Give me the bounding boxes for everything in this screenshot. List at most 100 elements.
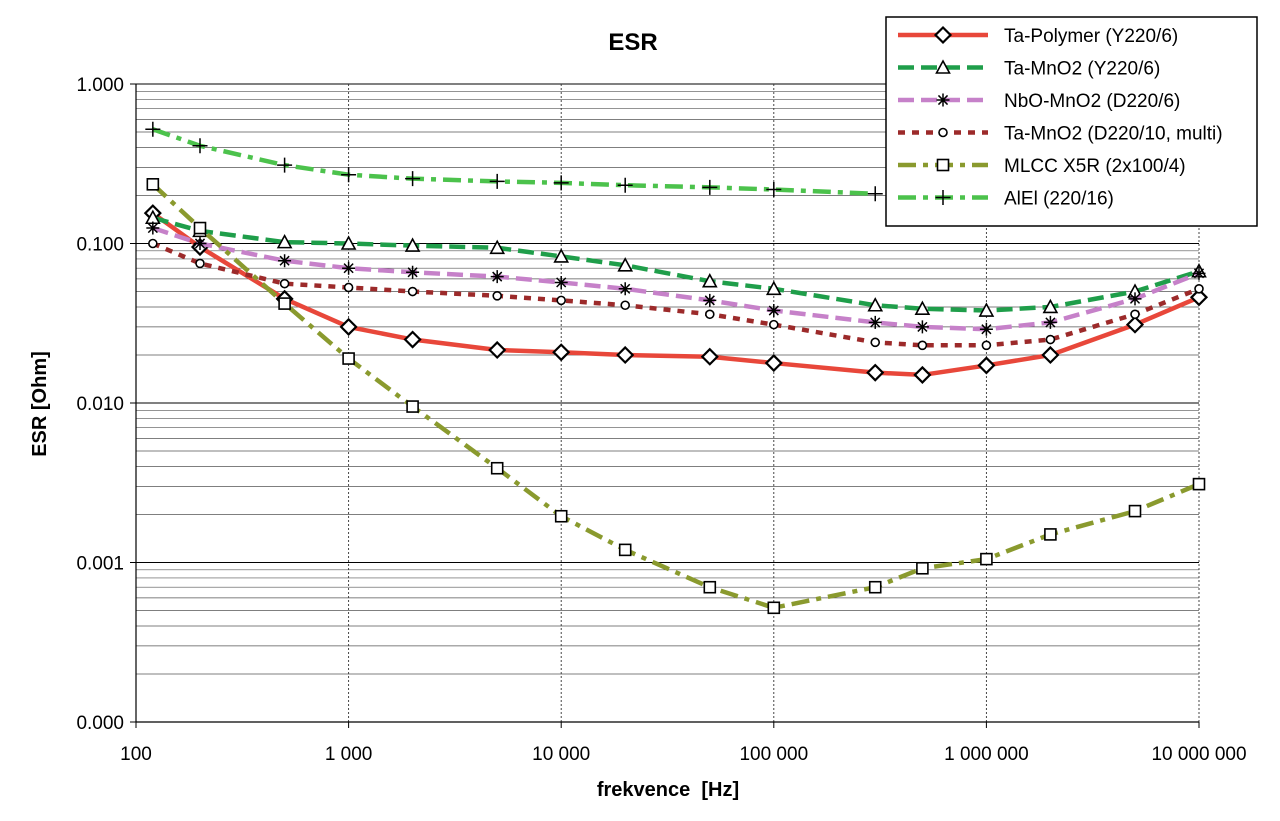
data-point-marker: [340, 235, 357, 250]
data-point-marker: [765, 280, 782, 296]
series-line: [151, 182, 1200, 611]
series-6: [145, 121, 883, 202]
data-point-marker: [490, 461, 504, 475]
data-point-marker: [1128, 504, 1142, 518]
data-point-marker: [620, 300, 630, 311]
series-layer: [143, 121, 1209, 615]
x-tick-label: 10 000: [532, 744, 590, 765]
legend-swatch-marker: [938, 127, 948, 138]
data-point-marker: [489, 239, 506, 255]
data-point-marker: [616, 345, 635, 365]
x-tick-label: 100: [120, 744, 152, 765]
data-point-marker: [617, 177, 633, 193]
data-point-marker: [977, 356, 996, 375]
data-point-marker: [556, 295, 567, 306]
series-line: [151, 211, 1200, 378]
x-tick-label: 1 000 000: [944, 744, 1029, 765]
data-point-marker: [1044, 528, 1057, 541]
data-point-marker: [403, 330, 422, 349]
data-point-marker: [703, 293, 717, 307]
data-point-marker: [193, 221, 207, 235]
data-point-marker: [1192, 266, 1206, 280]
legend-label: MLCC X5R (2x100/4): [1004, 156, 1186, 177]
data-point-marker: [767, 601, 781, 615]
data-point-marker: [916, 561, 929, 575]
data-point-marker: [617, 257, 634, 272]
data-point-marker: [193, 237, 207, 250]
legend-swatch-marker: [935, 190, 951, 205]
data-point-marker: [339, 317, 358, 336]
series-line: [152, 215, 1200, 313]
data-point-marker: [406, 265, 420, 279]
data-point-marker: [980, 552, 993, 566]
data-point-marker: [407, 286, 418, 297]
data-point-marker: [406, 400, 419, 413]
legend-label: Ta-MnO2 (D220/10, multi): [1004, 124, 1223, 145]
data-point-marker: [195, 258, 205, 269]
series-4: [148, 238, 1204, 351]
data-point-marker: [276, 233, 293, 249]
data-point-marker: [868, 580, 882, 594]
data-point-marker: [979, 322, 993, 336]
data-point-marker: [870, 337, 881, 348]
data-point-marker: [913, 365, 932, 384]
y-tick-label: 0.100: [76, 235, 124, 256]
data-point-marker: [405, 171, 421, 187]
data-point-marker: [915, 320, 929, 334]
data-point-marker: [764, 354, 783, 373]
data-point-marker: [488, 340, 507, 360]
y-tick-label: 0.001: [76, 554, 124, 575]
legend-box: [885, 16, 1258, 227]
data-point-marker: [192, 138, 208, 154]
data-point-marker: [1130, 309, 1140, 320]
data-point-marker: [700, 347, 719, 366]
data-point-marker: [343, 282, 354, 293]
data-point-marker: [553, 175, 569, 191]
series-line: [151, 241, 1200, 348]
legend: Ta-Polymer (Y220/6) Ta-MnO2 (Y220/6) NbO-M…: [885, 16, 1258, 227]
data-point-marker: [618, 543, 632, 557]
data-point-marker: [145, 121, 161, 137]
series-1: [143, 204, 1209, 384]
data-point-marker: [553, 248, 570, 263]
data-point-marker: [342, 352, 355, 365]
axes: [130, 83, 1200, 728]
chart-title: ESR: [608, 29, 657, 56]
data-point-marker: [490, 270, 504, 284]
legend-swatch-marker: [933, 25, 953, 45]
data-point-marker: [1042, 298, 1059, 314]
data-point-marker: [492, 291, 503, 301]
legend-swatch-marker: [936, 158, 950, 172]
data-point-marker: [489, 173, 505, 189]
data-point-marker: [705, 309, 715, 320]
data-point-marker: [981, 340, 992, 351]
data-point-marker: [278, 254, 292, 268]
data-point-marker: [701, 273, 718, 288]
data-point-marker: [1125, 315, 1145, 334]
data-point-marker: [1128, 292, 1142, 306]
data-point-marker: [1043, 315, 1057, 329]
y-tick-label: 1.000: [76, 75, 124, 96]
data-point-marker: [554, 275, 568, 289]
data-point-marker: [914, 300, 931, 316]
legend-label: Ta-MnO2 (Y220/6): [1004, 59, 1160, 80]
legend-swatch-marker: [935, 59, 951, 74]
data-point-marker: [146, 178, 160, 191]
series-line: [152, 225, 1200, 332]
data-point-marker: [866, 363, 885, 382]
data-point-marker: [341, 167, 357, 183]
data-point-marker: [868, 315, 882, 329]
data-point-marker: [867, 186, 883, 202]
data-point-marker: [279, 278, 290, 289]
series-3: [146, 221, 1206, 336]
data-point-marker: [917, 340, 928, 351]
data-point-marker: [767, 304, 781, 318]
data-point-marker: [978, 302, 995, 317]
data-point-marker: [766, 182, 782, 198]
data-point-marker: [867, 297, 884, 312]
data-point-marker: [1045, 334, 1056, 345]
data-point-marker: [618, 282, 632, 296]
legend-label: Ta-Polymer (Y220/6): [1004, 26, 1178, 47]
data-point-marker: [554, 509, 568, 523]
data-point-marker: [278, 297, 291, 310]
